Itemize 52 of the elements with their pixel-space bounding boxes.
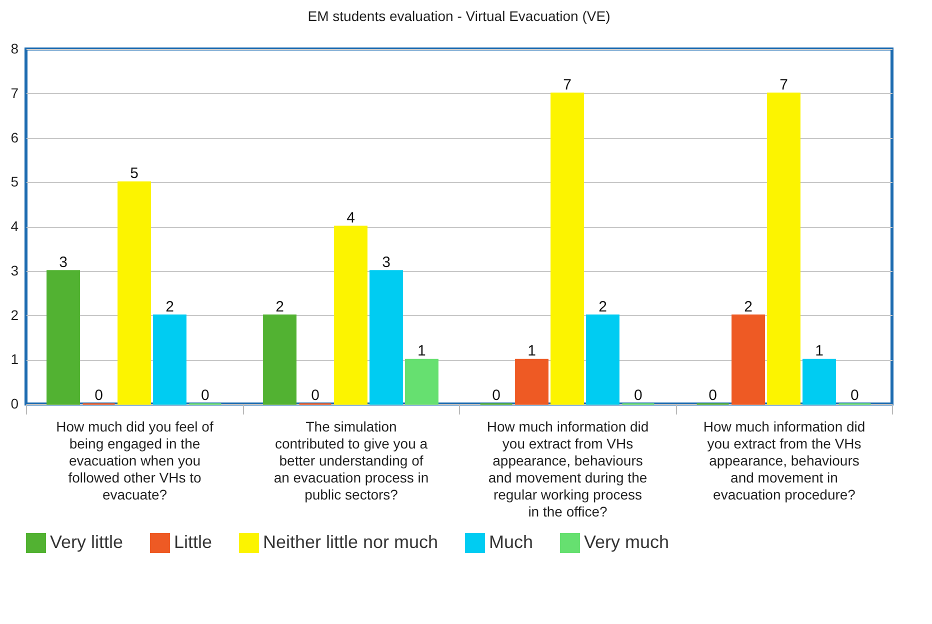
y-tick-label: 4 [10, 218, 19, 234]
bar [263, 314, 296, 405]
data-label: 2 [166, 298, 174, 316]
bar [802, 358, 836, 405]
legend-label: Much [489, 532, 534, 552]
bar [118, 181, 151, 405]
data-label: 7 [780, 76, 788, 94]
y-tick-label: 5 [10, 174, 19, 190]
data-label: 2 [276, 298, 284, 316]
data-label: 1 [418, 342, 426, 360]
bar [515, 358, 548, 405]
data-label: 0 [311, 387, 320, 404]
data-label: 0 [492, 387, 500, 404]
legend-label: Very little [50, 532, 124, 552]
data-label: 0 [201, 387, 210, 404]
y-tick-label: 8 [10, 40, 19, 56]
data-label: 0 [634, 387, 642, 404]
bar [405, 358, 438, 405]
data-label: 0 [94, 387, 103, 404]
y-tick-label: 1 [10, 351, 19, 368]
data-label: 4 [346, 210, 355, 226]
bar [334, 226, 368, 405]
data-label: 2 [744, 298, 752, 316]
bar [732, 314, 765, 405]
data-label: 0 [708, 387, 717, 404]
x-tick-label: How much information did you extract from the VHs appearance, behaviours and movement in evacuation procedure? [703, 418, 866, 502]
y-tick-label: 3 [10, 262, 19, 278]
x-tick-label: How much information did you extract from VHs appearance, behaviours and movement during the regular working process in the office? [486, 418, 649, 520]
data-label: 1 [815, 342, 824, 360]
data-label: 1 [528, 342, 536, 360]
y-tick-label: 2 [10, 306, 19, 323]
bar [46, 270, 80, 405]
x-tick-label: How much did you feel of being engaged in the evacuation when you followed other VHs to evacuate? [56, 418, 214, 502]
y-tick-label: 7 [10, 84, 19, 101]
data-label: 5 [130, 165, 138, 182]
bar [153, 314, 186, 405]
legend-label: Little [174, 532, 212, 552]
bar [550, 92, 584, 405]
data-label: 2 [598, 298, 607, 316]
legend-label: Very much [584, 532, 670, 552]
y-tick-label: 0 [10, 396, 19, 412]
y-tick-label: 6 [10, 129, 19, 146]
data-label: 3 [382, 254, 390, 271]
legend-label: Neither little nor much [263, 532, 438, 552]
data-label: 0 [850, 387, 859, 404]
x-tick-label: The simulation contributed to give you a better understanding of an evacuation process in public sectors? [274, 418, 429, 502]
data-label: 7 [563, 76, 572, 94]
bar [767, 92, 800, 405]
data-label: 3 [59, 254, 68, 271]
bar [586, 314, 620, 405]
bar [370, 270, 403, 405]
chart-title: EM students evaluation - Virtual Evacuation (VE) [308, 8, 610, 24]
